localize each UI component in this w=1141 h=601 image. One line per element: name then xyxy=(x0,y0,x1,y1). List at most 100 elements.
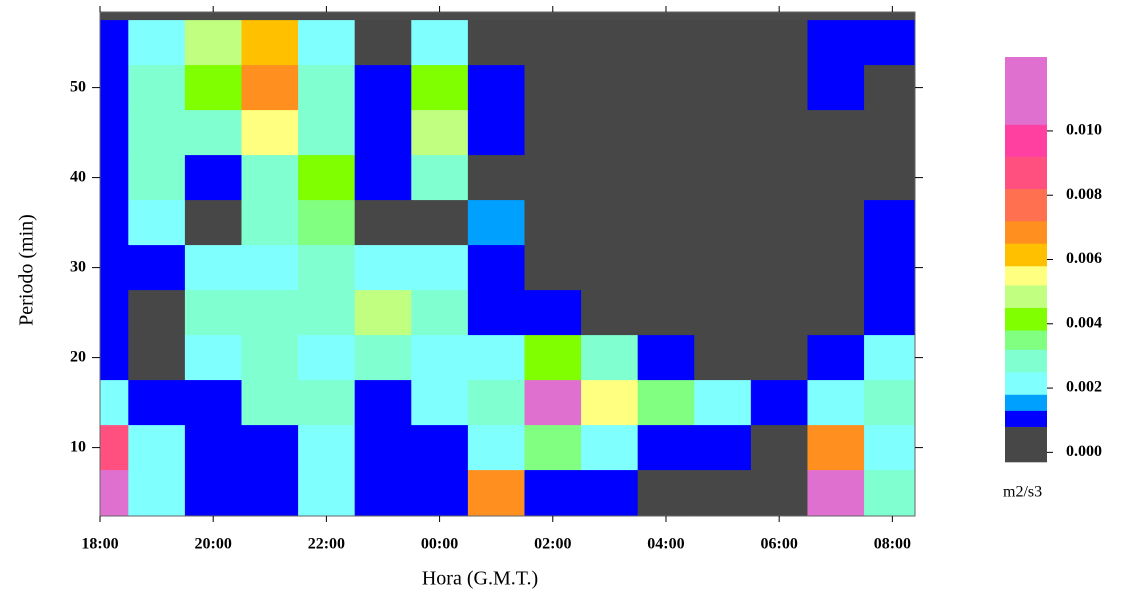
colorbar-tick-label: 0.006 xyxy=(1066,250,1102,267)
heatmap-cell xyxy=(750,20,808,66)
heatmap-cell xyxy=(750,110,808,156)
heatmap-cell xyxy=(807,20,865,66)
heatmap-cell xyxy=(354,65,412,111)
heatmap-cell xyxy=(637,335,695,381)
heatmap-cell xyxy=(241,65,299,111)
heatmap-cell xyxy=(467,470,525,516)
heatmap-cell xyxy=(128,245,186,291)
heatmap-cell xyxy=(637,155,695,201)
heatmap-cell xyxy=(184,470,242,516)
colorbar-band xyxy=(1005,372,1047,395)
heatmap-cell xyxy=(100,110,129,156)
heatmap-cell xyxy=(864,290,915,336)
heatmap-cell xyxy=(354,290,412,336)
heatmap-cell xyxy=(298,245,356,291)
heatmap-cell xyxy=(184,425,242,471)
heatmap-cell xyxy=(354,110,412,156)
heatmap-cell xyxy=(100,155,129,201)
heatmap-cell xyxy=(467,425,525,471)
heatmap-cell xyxy=(184,20,242,66)
heatmap-cell xyxy=(864,200,915,246)
heatmap-cell xyxy=(354,470,412,516)
heatmap-cell xyxy=(184,155,242,201)
heatmap-cell xyxy=(864,335,915,381)
x-tick-label: 08:00 xyxy=(874,536,911,553)
heatmap-cell xyxy=(750,155,808,201)
heatmap-cell xyxy=(581,245,639,291)
heatmap-cell xyxy=(864,470,915,516)
x-tick-label: 22:00 xyxy=(308,536,345,553)
heatmap-cell xyxy=(637,380,695,426)
x-tick-label: 20:00 xyxy=(195,536,232,553)
heatmap-cell xyxy=(467,335,525,381)
heatmap-cell xyxy=(467,155,525,201)
colorbar-band xyxy=(1005,285,1047,309)
x-tick-label: 06:00 xyxy=(761,536,798,553)
heatmap-cell xyxy=(750,200,808,246)
heatmap-cell xyxy=(807,200,865,246)
colorbar-band xyxy=(1005,188,1047,222)
heatmap-cell xyxy=(128,65,186,111)
heatmap-cell xyxy=(354,20,412,66)
heatmap-cell xyxy=(298,110,356,156)
heatmap-cell xyxy=(100,380,129,426)
heatmap-cell xyxy=(298,155,356,201)
heatmap-cell xyxy=(694,425,752,471)
colorbar-band xyxy=(1005,426,1047,463)
heatmap-cell xyxy=(694,380,752,426)
heatmap-cell xyxy=(241,425,299,471)
heatmap-cell xyxy=(750,245,808,291)
heatmap-cell xyxy=(864,65,915,111)
heatmap-cell xyxy=(864,245,915,291)
heatmap-cell xyxy=(864,380,915,426)
heatmap-cell xyxy=(864,20,915,66)
heatmap-cell xyxy=(298,65,356,111)
heatmap-cell xyxy=(524,470,582,516)
heatmap-cell xyxy=(750,380,808,426)
heatmap-cell xyxy=(467,20,525,66)
heatmap-cell xyxy=(694,245,752,291)
heatmap-cell xyxy=(411,380,469,426)
heatmap-cell xyxy=(637,20,695,66)
colorbar-tick-label: 0.008 xyxy=(1066,186,1102,203)
heatmap-cell xyxy=(100,335,129,381)
heatmap-cell xyxy=(694,200,752,246)
heatmap-cell xyxy=(524,155,582,201)
heatmap-cell xyxy=(128,425,186,471)
heatmap-cell xyxy=(298,335,356,381)
heatmap-cell xyxy=(807,380,865,426)
heatmap-cell xyxy=(411,110,469,156)
heatmap-cell xyxy=(694,335,752,381)
heatmap-cell xyxy=(750,290,808,336)
heatmap-cell xyxy=(637,290,695,336)
heatmap-cell xyxy=(100,245,129,291)
colorbar-label: m2/s3 xyxy=(1003,484,1042,501)
heatmap-cell xyxy=(100,470,129,516)
heatmap-cell xyxy=(581,290,639,336)
heatmap-cell xyxy=(807,245,865,291)
heatmap-cell xyxy=(354,245,412,291)
colorbar-tick-label: 0.004 xyxy=(1066,314,1102,331)
heatmap-cell xyxy=(411,425,469,471)
heatmap-cell xyxy=(411,245,469,291)
heatmap-cell xyxy=(524,65,582,111)
colorbar-band xyxy=(1005,124,1047,157)
heatmap-cell xyxy=(750,470,808,516)
heatmap-cell xyxy=(241,200,299,246)
colorbar-band xyxy=(1005,156,1047,190)
heatmap-cell xyxy=(241,470,299,516)
y-tick-label: 30 xyxy=(70,258,86,275)
heatmap-cell xyxy=(354,380,412,426)
heatmap-cell xyxy=(100,290,129,336)
heatmap-cell xyxy=(581,380,639,426)
x-tick-label: 04:00 xyxy=(647,536,684,553)
heatmap-cell xyxy=(241,155,299,201)
heatmap-cell xyxy=(694,110,752,156)
y-axis-title: Periodo (min) xyxy=(16,214,38,326)
heatmap-cell xyxy=(128,155,186,201)
heatmap-cell xyxy=(524,425,582,471)
colorbar-band xyxy=(1005,410,1047,427)
heatmap-cell xyxy=(128,335,186,381)
heatmap-cell xyxy=(581,65,639,111)
